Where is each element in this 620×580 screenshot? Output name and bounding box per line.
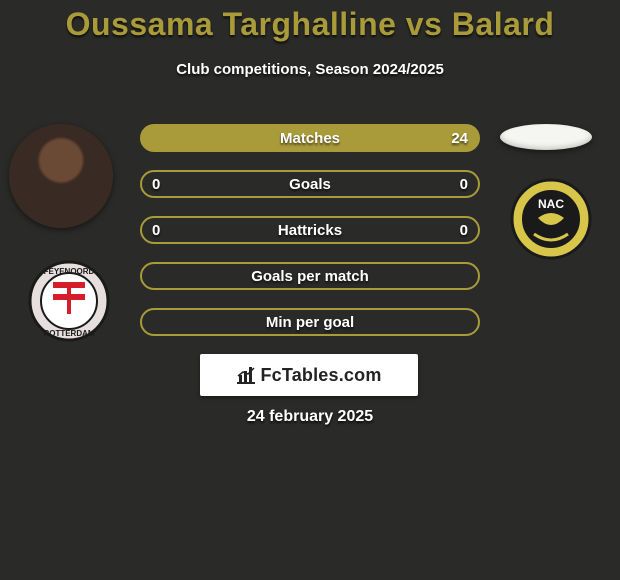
player-right-avatar (500, 124, 592, 150)
club-right-crest: NAC (510, 178, 592, 260)
stat-right-value: 24 (439, 124, 480, 152)
stat-label: Hattricks (140, 216, 480, 244)
stat-right-value: 0 (448, 170, 480, 198)
subtitle: Club competitions, Season 2024/2025 (0, 61, 620, 78)
source-badge: FcTables.com (200, 354, 418, 396)
date-label: 24 february 2025 (0, 408, 620, 426)
svg-text:NAC: NAC (538, 197, 564, 211)
chart-icon (236, 366, 256, 384)
stats-list: Matches240Goals00Hattricks0Goals per mat… (140, 124, 480, 354)
stat-row: Goals per match (140, 262, 480, 290)
source-label: FcTables.com (260, 365, 381, 386)
svg-text:FEYENOORD: FEYENOORD (44, 267, 95, 276)
page-title: Oussama Targhalline vs Balard (0, 0, 620, 43)
comparison-card: Oussama Targhalline vs Balard Club compe… (0, 0, 620, 580)
stat-row: Min per goal (140, 308, 480, 336)
player-left-avatar (9, 124, 113, 228)
club-left-crest: FEYENOORD ROTTERDAM (28, 260, 110, 342)
stat-right-value: 0 (448, 216, 480, 244)
stat-row: 0Hattricks0 (140, 216, 480, 244)
stat-label: Goals per match (140, 262, 480, 290)
stat-label: Min per goal (140, 308, 480, 336)
stat-row: 0Goals0 (140, 170, 480, 198)
stat-label: Goals (140, 170, 480, 198)
stat-row: Matches24 (140, 124, 480, 152)
stat-label: Matches (140, 124, 480, 152)
svg-text:ROTTERDAM: ROTTERDAM (43, 329, 94, 338)
